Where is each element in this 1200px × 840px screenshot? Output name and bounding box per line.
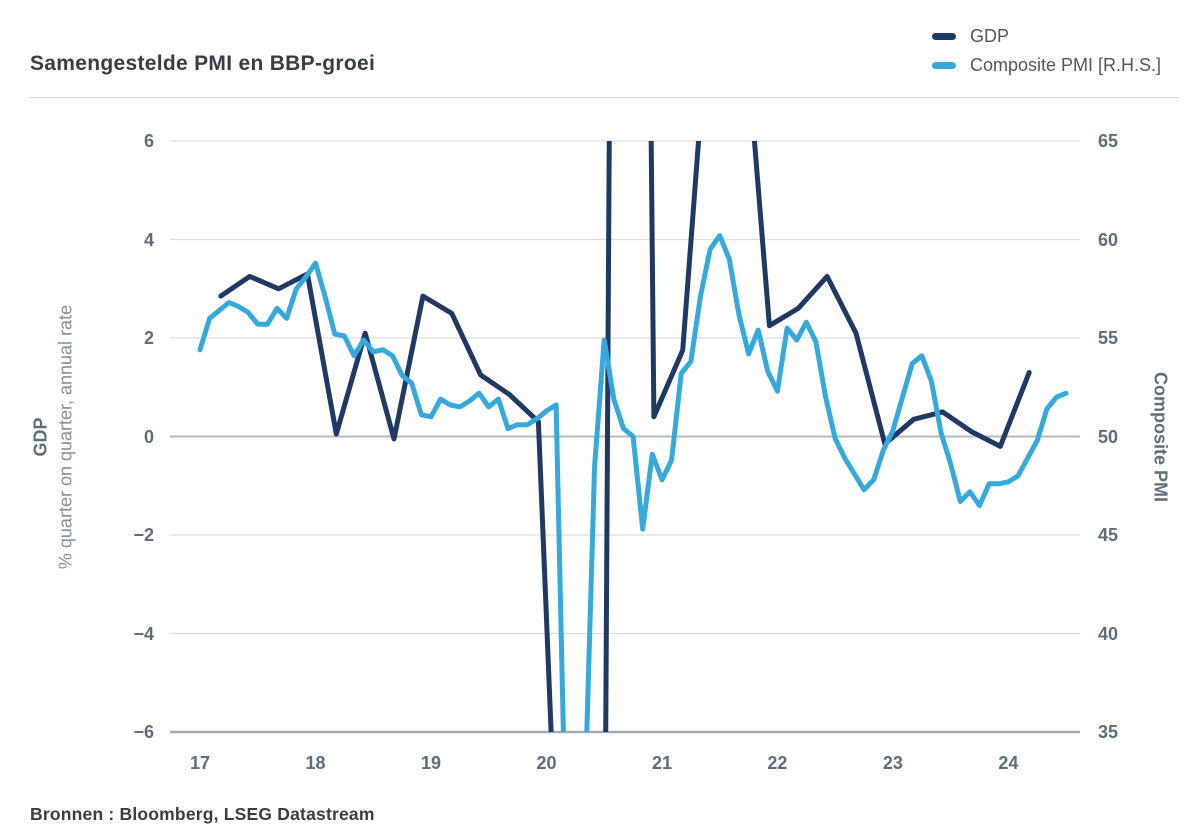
legend-item-composite-pmi: Composite PMI [R.H.S.] <box>932 51 1161 80</box>
series-line-composite-pmi <box>197 233 1069 732</box>
left-axis-tick-label: −4 <box>133 623 154 644</box>
title-divider <box>30 97 1180 98</box>
right-axis-tick-label: 65 <box>1098 131 1119 151</box>
right-axis-tick-label: 35 <box>1098 722 1119 742</box>
chart-title: Samengestelde PMI en BBP-groei <box>30 52 376 75</box>
right-axis-tick-label: 40 <box>1098 623 1119 644</box>
left-axis-subtitle: % quarter on quarter, annual rate <box>55 304 76 570</box>
left-axis-tick-label: −2 <box>133 525 154 545</box>
right-axis-tick-label: 45 <box>1098 525 1119 545</box>
left-axis-title: GDP <box>30 417 51 457</box>
legend-label-gdp: GDP <box>970 26 1010 46</box>
x-axis-tick-label: 24 <box>998 753 1019 773</box>
right-axis-title: Composite PMI <box>1150 371 1171 503</box>
right-axis-tick-label: 55 <box>1098 328 1119 348</box>
source-note: Bronnen : Bloomberg, LSEG Datastream <box>30 804 375 824</box>
x-axis-tick-label: 22 <box>767 753 788 773</box>
legend-item-gdp: GDP <box>932 22 1161 51</box>
x-axis-tick-label: 17 <box>190 753 211 773</box>
pmi-line-swatch <box>932 62 956 69</box>
x-axis-tick-label: 19 <box>420 753 441 773</box>
left-axis-tick-label: −6 <box>133 722 154 742</box>
left-axis-tick-label: 2 <box>143 328 154 348</box>
x-axis-tick-label: 20 <box>536 753 557 773</box>
legend-label-composite-pmi: Composite PMI [R.H.S.] <box>970 55 1162 75</box>
x-axis-tick-label: 18 <box>305 753 326 773</box>
right-axis-tick-label: 50 <box>1098 426 1119 447</box>
gdp-line-swatch <box>932 33 956 40</box>
series-line-gdp <box>218 141 1032 732</box>
x-axis-tick-label: 21 <box>651 753 672 773</box>
legend: GDP Composite PMI [R.H.S.] <box>932 22 1161 80</box>
x-axis-tick-label: 23 <box>882 753 903 773</box>
right-axis-tick-label: 60 <box>1098 229 1119 250</box>
left-axis-tick-label: 6 <box>143 131 154 151</box>
left-axis-tick-label: 0 <box>143 426 154 447</box>
left-axis-tick-label: 4 <box>143 229 154 250</box>
